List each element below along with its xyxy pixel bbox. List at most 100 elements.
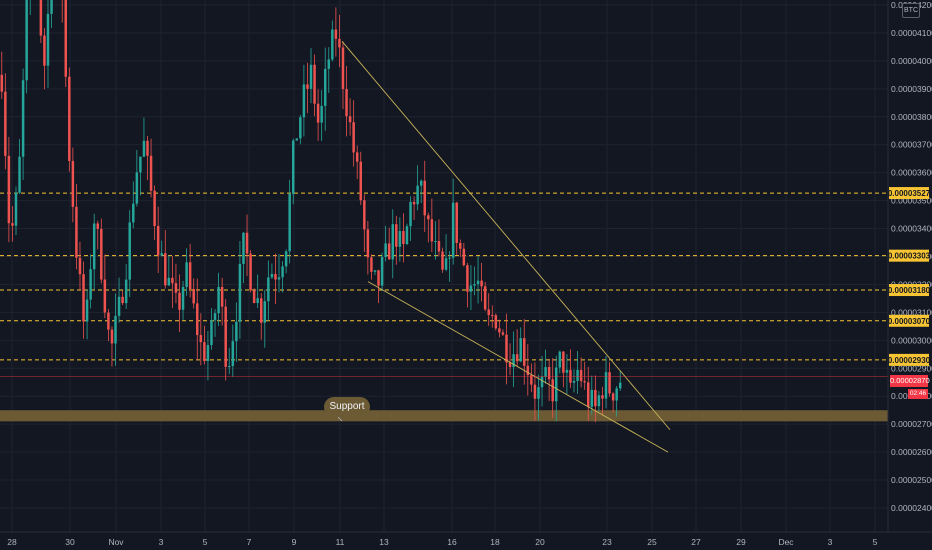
candle-body: [334, 29, 338, 39]
candle-body: [228, 366, 231, 368]
price-tick-label: 0.00003000: [891, 335, 932, 345]
candle-body: [316, 103, 320, 123]
candle-body: [192, 289, 195, 304]
time-tick-label: Dec: [778, 537, 794, 547]
price-level-label: 0.00003180: [888, 286, 931, 295]
candle-body: [249, 253, 252, 291]
candle-body: [238, 263, 242, 322]
candle-body: [75, 206, 78, 258]
candle-body: [139, 156, 142, 173]
time-tick-label: 9: [292, 537, 297, 547]
candle-body: [444, 258, 448, 270]
candle-body: [167, 277, 171, 286]
time-tick-label: 16: [447, 537, 457, 547]
price-tick-label: 0.00002600: [891, 447, 932, 457]
candle-body: [462, 248, 466, 266]
candle-body: [395, 224, 398, 247]
time-tick-label: 5: [203, 537, 208, 547]
candle-body: [363, 200, 366, 230]
candle-body: [288, 193, 291, 252]
price-tick-label: 0.00003100: [891, 307, 932, 317]
candle-body: [586, 382, 590, 407]
candle-body: [110, 329, 114, 344]
candle-body: [501, 332, 505, 335]
candle-body: [313, 64, 316, 104]
price-tick-label: 0.00003400: [891, 224, 932, 234]
candle-body: [597, 395, 601, 407]
candle-body: [366, 229, 370, 258]
candle-body: [512, 354, 515, 368]
candle-body: [523, 338, 526, 366]
candle-body: [402, 230, 405, 244]
price-tick-label: 0.00003700: [891, 140, 932, 150]
candle-body: [135, 172, 139, 204]
candle-body: [245, 232, 249, 254]
candle-body: [96, 223, 99, 229]
candle-body: [469, 285, 473, 292]
candle-body: [235, 321, 238, 342]
candle-countdown: 02:46: [908, 389, 928, 399]
candle-body: [89, 269, 92, 300]
candle-body: [359, 161, 363, 201]
candle-body: [178, 292, 181, 310]
candle-body: [82, 274, 85, 322]
price-level-label: 0.00003527: [888, 189, 931, 198]
candle-body: [121, 296, 124, 304]
candle-body: [64, 0, 67, 77]
candle-body: [128, 222, 131, 280]
candle-body: [419, 180, 423, 186]
candle-body: [515, 354, 519, 362]
candle-body: [25, 0, 28, 81]
candle-body: [295, 138, 299, 141]
time-tick-label: 7: [247, 537, 252, 547]
candle-body: [4, 91, 7, 156]
candle-body: [466, 265, 469, 292]
candle-body: [579, 369, 583, 382]
price-level-tag: [889, 187, 929, 200]
falling-wedge: [341, 41, 671, 453]
candle-body: [107, 312, 110, 330]
candle-body: [473, 284, 476, 286]
candle-body: [149, 155, 153, 191]
candle-body: [281, 266, 284, 278]
wedge-upper-line[interactable]: [341, 41, 671, 431]
candle-body: [370, 257, 373, 272]
candle-body: [441, 251, 444, 270]
candle-body: [174, 283, 178, 293]
candle-body: [156, 225, 160, 256]
candle-body: [100, 228, 103, 280]
candle-body: [206, 345, 210, 362]
time-tick-label: 30: [65, 537, 75, 547]
candle-body: [132, 203, 135, 223]
price-level-label: 0.00003303: [888, 252, 931, 261]
candle-body: [555, 367, 558, 402]
candle-body: [565, 369, 569, 373]
time-tick-label: 27: [691, 537, 701, 547]
candle-body: [608, 372, 611, 394]
candle-body: [124, 279, 128, 304]
candle-body: [409, 201, 412, 227]
candle-body: [0, 74, 4, 92]
price-level-tag: [889, 249, 929, 262]
wedge-lower-line[interactable]: [367, 281, 669, 453]
price-tick-label: 0.00002700: [891, 419, 932, 429]
candle-body: [117, 296, 121, 316]
candle-body: [323, 68, 327, 106]
candle-body: [71, 160, 75, 207]
candle-body: [284, 251, 288, 267]
price-levels: [0, 192, 888, 361]
candle-body: [544, 367, 547, 377]
current-price-label: 0.00002870: [890, 375, 930, 387]
candle-body: [220, 286, 224, 307]
candle-body: [618, 382, 622, 389]
time-tick-label: 29: [736, 537, 746, 547]
candle-body: [540, 376, 544, 388]
price-level-label: 0.00003070: [888, 317, 931, 326]
candle-body: [405, 226, 409, 244]
candle-body: [547, 367, 551, 380]
candle-body: [259, 298, 263, 323]
candle-body: [231, 341, 235, 367]
currency-badge[interactable]: BTC: [902, 3, 920, 18]
candles: [0, 0, 622, 423]
